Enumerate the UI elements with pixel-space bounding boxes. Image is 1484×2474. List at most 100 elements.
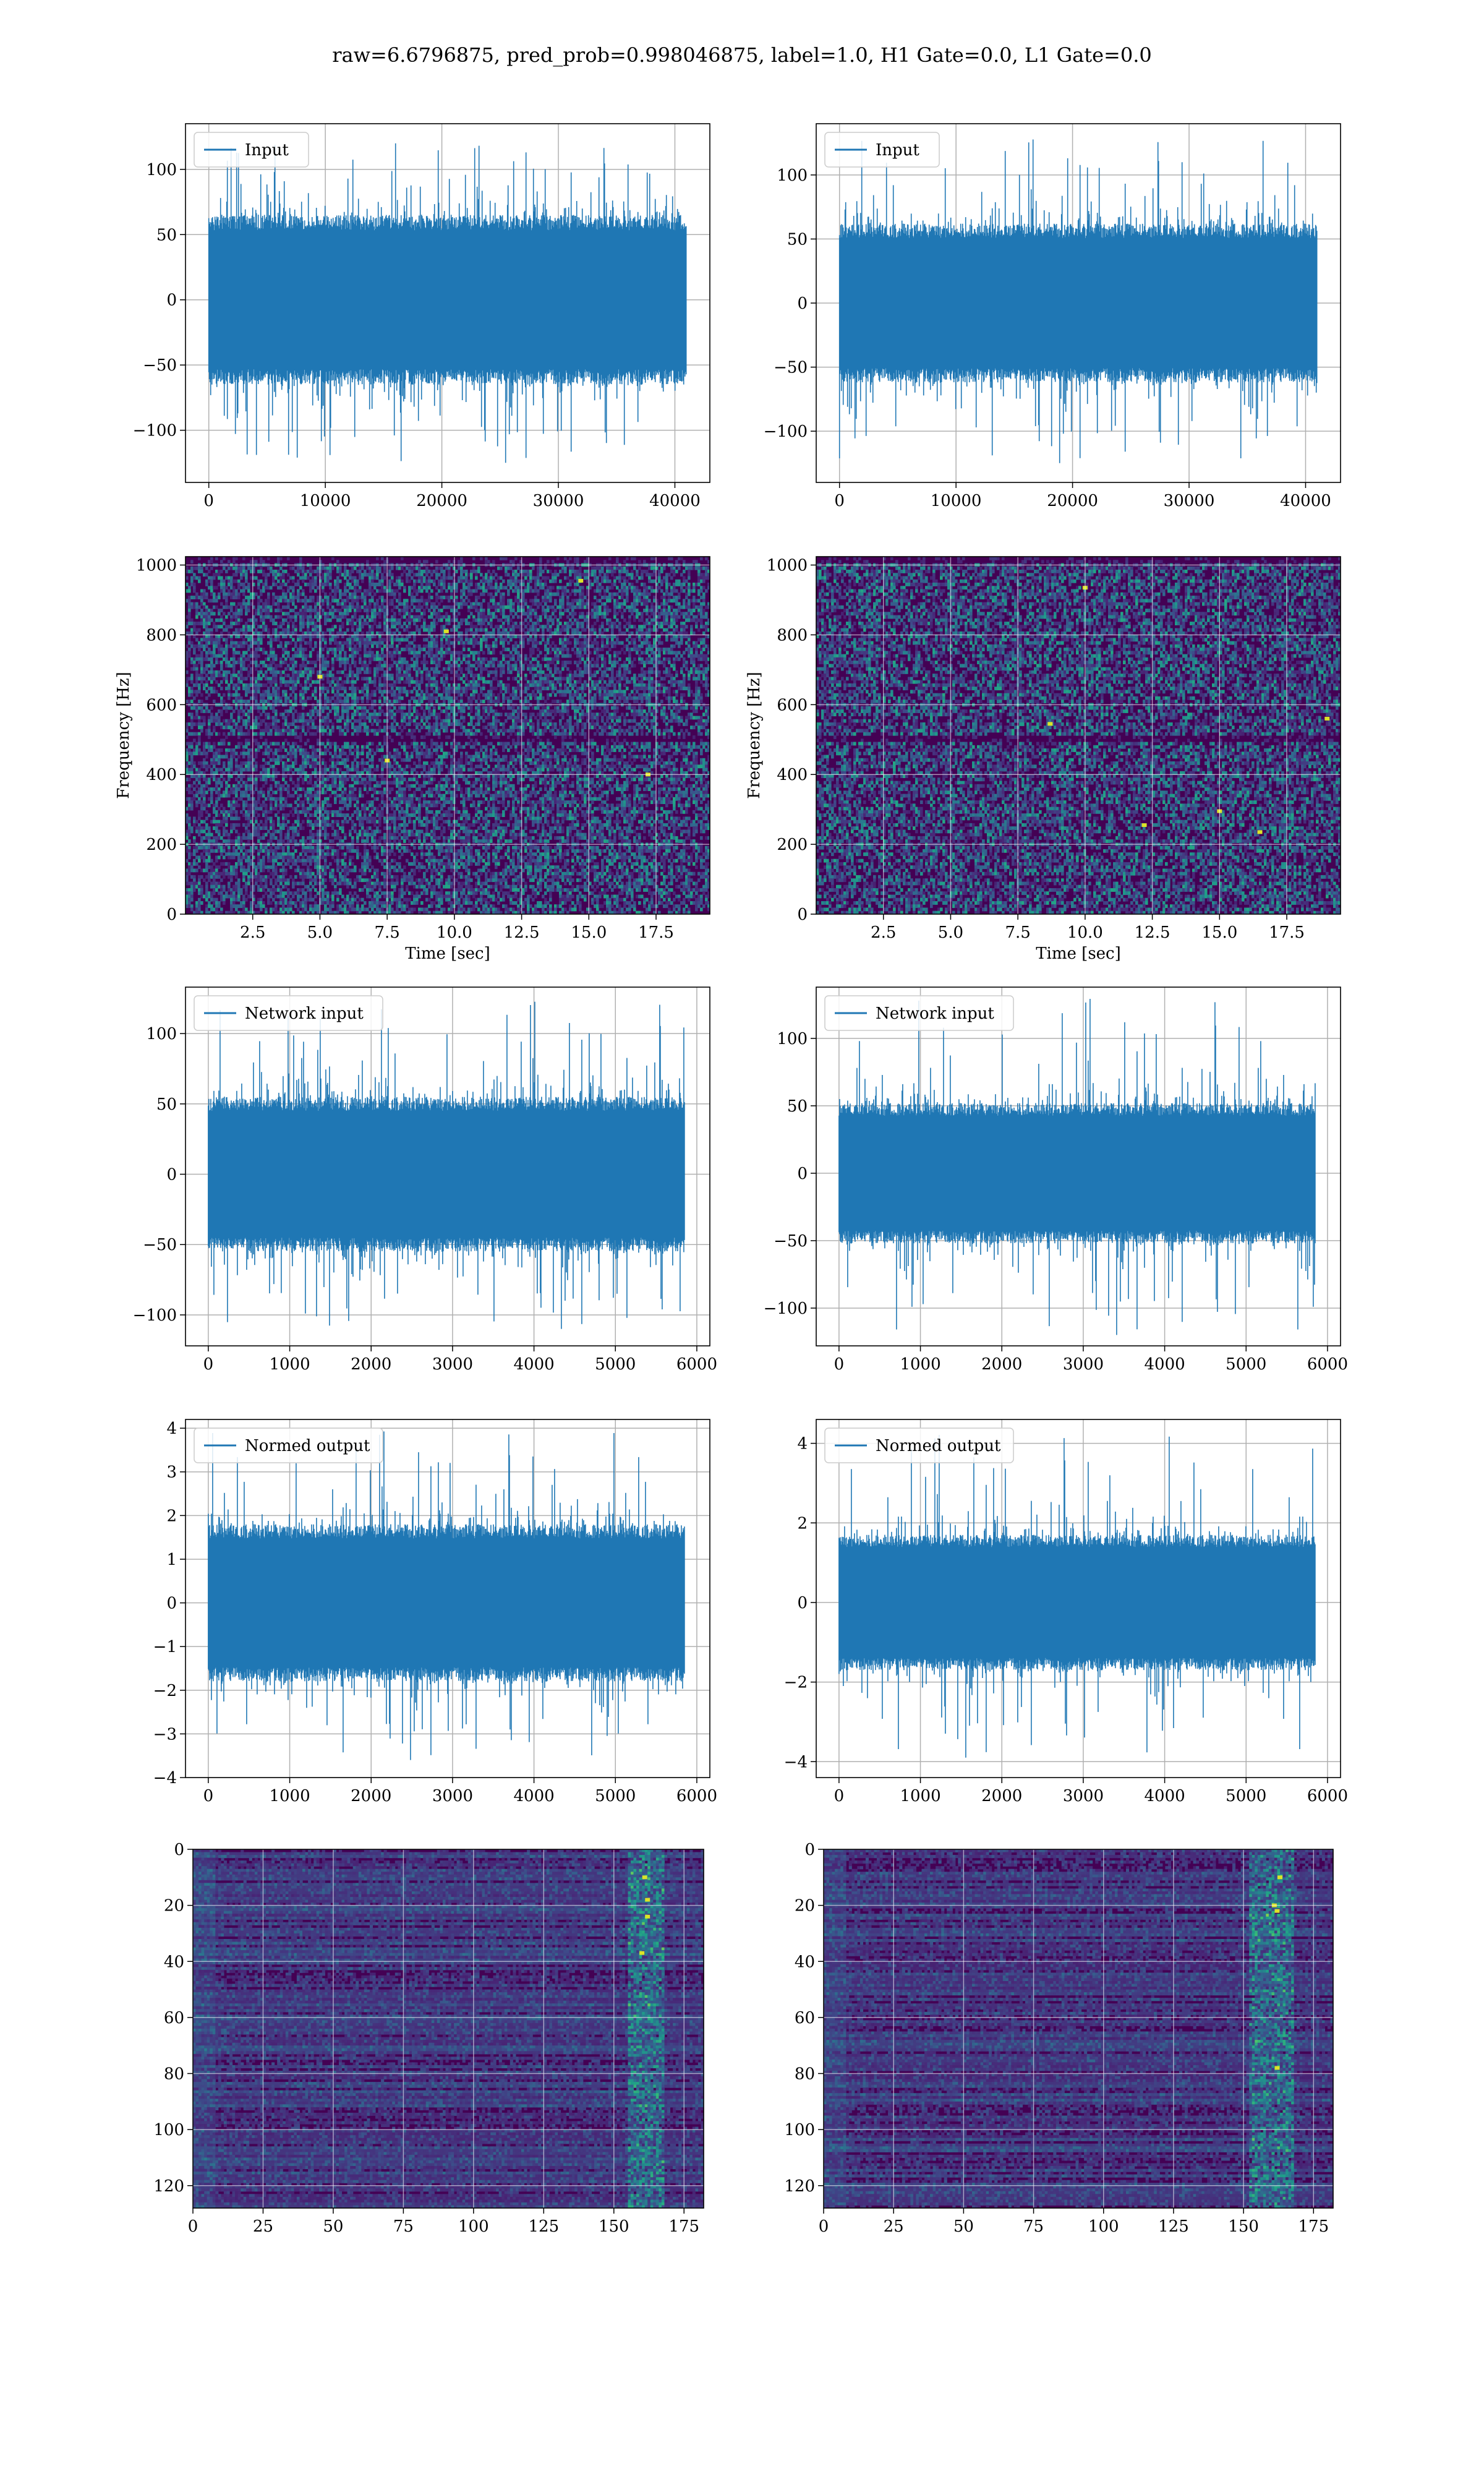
y-tick-label: 1000 [136,557,177,575]
y-tick-label: 50 [156,1095,177,1114]
x-tick-label: 10000 [300,492,351,510]
y-tick-label: 20 [164,1897,184,1915]
x-tick-label: 150 [1228,2217,1259,2236]
plot-area [824,1849,1334,2209]
legend: Input [825,132,939,167]
x-tick-label: 2000 [981,1787,1022,1805]
x-tick-label: 6000 [1307,1787,1348,1805]
y-tick-label: 2 [166,1507,177,1525]
x-tick-label: 75 [393,2217,414,2236]
legend-label: Input [876,141,919,160]
bright-spot [578,579,583,583]
x-tick-label: 10.0 [1067,923,1103,942]
y-tick-label: 100 [784,2121,815,2139]
x-tick-label: 17.5 [638,923,674,942]
x-tick-label: 30000 [533,492,584,510]
x-tick-label: 175 [1298,2217,1329,2236]
x-tick-label: 2000 [351,1787,391,1805]
y-tick-label: −100 [133,422,177,440]
x-tick-label: 2000 [351,1355,391,1374]
x-tick-label: 2000 [981,1355,1022,1374]
x-tick-label: 5.0 [307,923,333,942]
x-tick-label: 175 [668,2217,699,2236]
y-tick-label: 100 [777,1030,808,1048]
y-tick-label: 200 [777,836,808,854]
x-axis-label: Time [sec] [1036,944,1121,963]
y-tick-label: 3 [166,1463,177,1482]
y-tick-label: 60 [795,2009,815,2027]
x-tick-label: 6000 [676,1355,717,1374]
y-tick-label: 0 [797,905,808,924]
x-tick-label: 5000 [595,1355,636,1374]
bright-spot [1047,722,1052,726]
y-tick-label: −4 [153,1769,177,1787]
y-tick-label: 0 [166,1166,177,1184]
legend-label: Network input [876,1004,994,1023]
x-tick-label: 17.5 [1269,923,1305,942]
legend-label: Normed output [876,1437,1001,1455]
x-tick-label: 4000 [1144,1355,1185,1374]
bright-spot [1142,823,1147,827]
y-tick-label: 0 [174,1841,184,1859]
y-tick-label: 4 [797,1435,808,1453]
legend: Network input [825,996,1013,1030]
y-tick-label: 50 [787,230,808,249]
y-tick-label: 50 [787,1097,808,1116]
bright-spot [645,1898,650,1902]
x-tick-label: 5.0 [938,923,963,942]
y-tick-label: 100 [777,166,808,185]
y-tick-label: 0 [166,905,177,924]
x-tick-label: 15.0 [1201,923,1237,942]
y-tick-label: 60 [164,2009,184,2027]
y-tick-label: 0 [797,1594,808,1612]
y-tick-label: 0 [804,1841,815,1859]
x-tick-label: 0 [834,1355,845,1374]
x-tick-label: 0 [203,492,214,510]
x-axis-label: Time [sec] [405,944,490,963]
x-tick-label: 4000 [513,1787,554,1805]
y-tick-label: −50 [774,1232,808,1251]
y-tick-label: −2 [153,1682,177,1700]
legend-label: Normed output [245,1437,370,1455]
figure-title: raw=6.6796875, pred_prob=0.998046875, la… [332,43,1151,67]
y-tick-label: 200 [146,836,177,854]
y-tick-label: −3 [153,1725,177,1744]
x-tick-label: 125 [1158,2217,1189,2236]
y-tick-label: 0 [166,291,177,310]
x-tick-label: 20000 [1047,492,1098,510]
y-tick-label: 1000 [767,557,808,575]
x-tick-label: 1000 [900,1355,940,1374]
y-tick-label: 600 [146,696,177,714]
y-tick-label: 100 [146,1025,177,1043]
x-tick-label: 6000 [676,1787,717,1805]
x-tick-label: 5000 [1226,1355,1266,1374]
y-tick-label: −4 [784,1753,808,1771]
y-tick-label: 0 [797,1165,808,1183]
x-tick-label: 2.5 [871,923,896,942]
legend: Input [194,132,309,167]
legend-label: Network input [245,1004,364,1023]
x-tick-label: 1000 [900,1787,940,1805]
y-tick-label: 40 [164,1953,184,1971]
y-tick-label: 4 [166,1419,177,1438]
y-axis-label: Frequency [Hz] [745,672,764,799]
x-tick-label: 4000 [1144,1787,1185,1805]
plot-area [193,1849,704,2209]
x-tick-label: 10.0 [437,923,472,942]
y-tick-label: −50 [143,356,177,375]
y-tick-label: 400 [777,766,808,784]
legend: Normed output [825,1428,1013,1463]
y-tick-label: 800 [146,626,177,644]
x-tick-label: 3000 [432,1787,473,1805]
y-tick-label: 400 [146,766,177,784]
x-tick-label: 50 [953,2217,974,2236]
x-tick-label: 1000 [269,1787,310,1805]
x-tick-label: 0 [188,2217,198,2236]
x-tick-label: 50 [323,2217,343,2236]
y-tick-label: −100 [133,1306,177,1325]
y-axis-label: Frequency [Hz] [114,672,133,799]
x-tick-label: 3000 [432,1355,473,1374]
x-tick-label: 10000 [931,492,982,510]
x-tick-label: 0 [834,492,845,510]
x-tick-label: 0 [834,1787,845,1805]
